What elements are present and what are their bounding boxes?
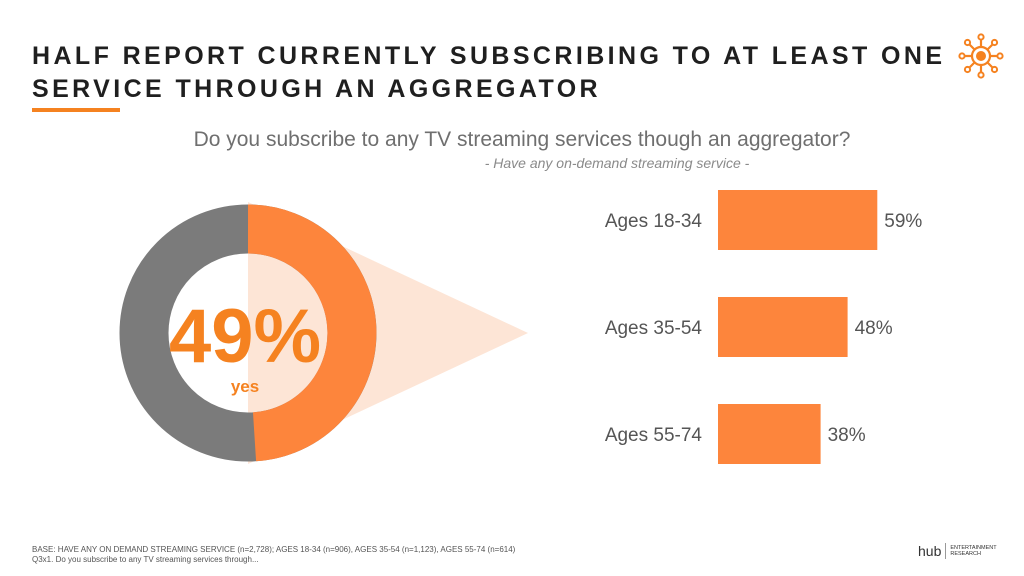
title-line-1: HALF REPORT CURRENTLY SUBSCRIBING TO AT …: [32, 42, 946, 70]
bar-group: Ages 18-34 59% Ages 35-54 48% Ages 55-74 38%: [605, 190, 922, 464]
survey-subtitle: - Have any on-demand streaming service -: [484, 155, 750, 171]
base-note: BASE: HAVE ANY ON DEMAND STREAMING SERVI…: [32, 545, 516, 554]
bar-category-label: Ages 18-34: [605, 211, 703, 232]
title-underline: [32, 108, 120, 112]
question-note: Q3x1. Do you subscribe to any TV streami…: [32, 555, 259, 564]
survey-question: Do you subscribe to any TV streaming ser…: [193, 128, 851, 151]
footnote: BASE: HAVE ANY ON DEMAND STREAMING SERVI…: [32, 545, 515, 565]
title-line-2: SERVICE THROUGH AN AGGREGATOR: [32, 75, 602, 103]
donut-slice-yes: [247, 204, 377, 462]
bar: [718, 190, 878, 250]
bar-value-label: 48%: [855, 318, 893, 339]
page-title: HALF REPORT CURRENTLY SUBSCRIBING TO AT …: [32, 40, 946, 106]
brand-line-2: RESEARCH: [950, 551, 981, 557]
bar-value-label: 38%: [828, 425, 866, 446]
bar: [718, 297, 848, 357]
brand-logo: hub ENTERTAINMENT RESEARCH: [918, 541, 997, 561]
bar: [718, 404, 821, 464]
bar-category-label: Ages 35-54: [605, 318, 703, 339]
sun-network-icon: [958, 33, 1004, 79]
brand-name: hub: [918, 543, 942, 559]
donut-center-value: 49%: [169, 294, 321, 379]
brand-line-1: ENTERTAINMENT: [950, 545, 997, 551]
bar-category-label: Ages 55-74: [605, 425, 703, 446]
bar-value-label: 59%: [884, 211, 922, 232]
donut-center-label: yes: [231, 377, 259, 396]
